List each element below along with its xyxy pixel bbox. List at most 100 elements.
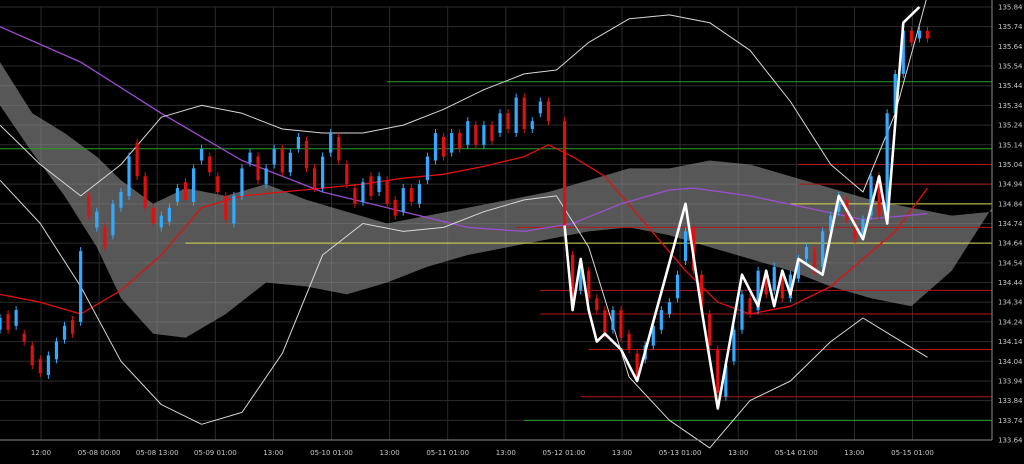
x-tick-label: 05-12 01:00 bbox=[543, 449, 586, 457]
candle-down bbox=[812, 251, 817, 271]
candle-down bbox=[490, 125, 494, 141]
y-tick-label: 134.74 bbox=[998, 220, 1023, 228]
y-tick-label: 133.84 bbox=[998, 397, 1023, 405]
x-tick-label: 05-10 01:00 bbox=[310, 449, 353, 457]
candle-up bbox=[530, 121, 534, 130]
y-tick-label: 135.74 bbox=[998, 23, 1023, 31]
candle-down bbox=[183, 182, 188, 200]
y-tick-label: 135.84 bbox=[998, 4, 1023, 12]
candle-up bbox=[54, 341, 59, 360]
candle-up bbox=[401, 188, 405, 212]
candle-up bbox=[272, 148, 276, 165]
candle-down bbox=[256, 156, 260, 181]
candle-up bbox=[127, 156, 131, 196]
candle-down bbox=[151, 207, 155, 224]
candle-up bbox=[296, 136, 301, 149]
candle-up bbox=[482, 125, 486, 145]
candle-up bbox=[901, 30, 905, 74]
candle-down bbox=[506, 113, 510, 130]
candle-down bbox=[6, 314, 10, 330]
candle-down bbox=[393, 199, 397, 216]
candle-down bbox=[748, 298, 752, 315]
x-tick-label: 05-08 13:00 bbox=[136, 449, 179, 457]
y-tick-label: 134.64 bbox=[998, 240, 1023, 248]
y-tick-label: 134.04 bbox=[998, 358, 1023, 366]
candle-up bbox=[191, 168, 196, 202]
candle-up bbox=[611, 310, 615, 330]
candle-up bbox=[111, 203, 115, 236]
x-tick-label: 05-11 01:00 bbox=[426, 449, 469, 457]
y-tick-label: 134.34 bbox=[998, 299, 1023, 307]
y-tick-label: 135.34 bbox=[998, 102, 1023, 110]
candle-down bbox=[619, 310, 623, 338]
bollinger-upper-line bbox=[0, 0, 927, 197]
y-tick-label: 135.44 bbox=[998, 82, 1023, 90]
candle-down bbox=[38, 359, 42, 374]
candle-down bbox=[474, 125, 478, 145]
candle-down bbox=[635, 353, 639, 378]
candle-up bbox=[756, 270, 760, 311]
candle-down bbox=[87, 195, 91, 216]
y-tick-label: 135.14 bbox=[998, 141, 1023, 149]
x-tick-label: 13:00 bbox=[263, 449, 283, 457]
y-tick-label: 134.84 bbox=[998, 200, 1023, 208]
candle-up bbox=[804, 247, 809, 259]
y-tick-label: 134.94 bbox=[998, 181, 1023, 189]
candle-up bbox=[732, 329, 736, 362]
candle-up bbox=[675, 274, 680, 299]
candle-up bbox=[159, 215, 163, 228]
x-tick-label: 05-15 01:00 bbox=[891, 449, 934, 457]
x-tick-label: 13:00 bbox=[496, 449, 516, 457]
x-tick-label: 13:00 bbox=[728, 449, 748, 457]
y-tick-label: 134.14 bbox=[998, 338, 1023, 346]
candle-down bbox=[385, 180, 389, 204]
y-tick-label: 134.24 bbox=[998, 318, 1023, 326]
candle-down bbox=[853, 223, 857, 240]
candle-up bbox=[79, 251, 83, 322]
candle-up bbox=[232, 195, 236, 224]
y-tick-label: 133.94 bbox=[998, 377, 1023, 385]
candle-down bbox=[458, 132, 462, 149]
candle-down bbox=[700, 274, 704, 311]
y-tick-label: 135.54 bbox=[998, 63, 1023, 71]
candle-up bbox=[175, 188, 180, 202]
candle-down bbox=[208, 156, 212, 173]
candle-up bbox=[240, 168, 244, 196]
candle-up bbox=[361, 182, 365, 202]
ichimoku-cloud bbox=[0, 62, 992, 338]
candle-down bbox=[909, 30, 913, 43]
candle-up bbox=[740, 294, 744, 330]
x-tick-label: 05-09 01:00 bbox=[194, 449, 237, 457]
candle-up bbox=[14, 310, 18, 326]
candle-down bbox=[925, 30, 930, 39]
y-tick-label: 133.74 bbox=[998, 417, 1023, 425]
candle-down bbox=[135, 142, 139, 177]
candle-down bbox=[224, 195, 228, 220]
candle-down bbox=[571, 254, 575, 303]
candle-down bbox=[30, 345, 34, 366]
x-tick-label: 12:00 bbox=[31, 449, 51, 457]
candle-down bbox=[603, 310, 607, 334]
candle-up bbox=[579, 262, 583, 291]
candle-down bbox=[595, 298, 599, 311]
candle-down bbox=[103, 227, 107, 248]
candle-up bbox=[514, 97, 518, 133]
candle-up bbox=[796, 258, 801, 279]
candle-down bbox=[627, 333, 631, 350]
candle-up bbox=[329, 132, 333, 153]
y-tick-label: 133.64 bbox=[998, 437, 1023, 445]
candle-down bbox=[780, 274, 784, 299]
candle-down bbox=[409, 188, 413, 202]
x-tick-label: 13:00 bbox=[380, 449, 400, 457]
candle-up bbox=[62, 325, 67, 340]
candle-up bbox=[425, 156, 430, 181]
candle-down bbox=[143, 176, 147, 208]
candle-down bbox=[546, 101, 551, 122]
candle-down bbox=[337, 136, 341, 161]
candle-up bbox=[46, 355, 50, 376]
y-tick-label: 134.54 bbox=[998, 259, 1023, 267]
candle-up bbox=[0, 317, 2, 330]
candle-down bbox=[562, 121, 567, 232]
